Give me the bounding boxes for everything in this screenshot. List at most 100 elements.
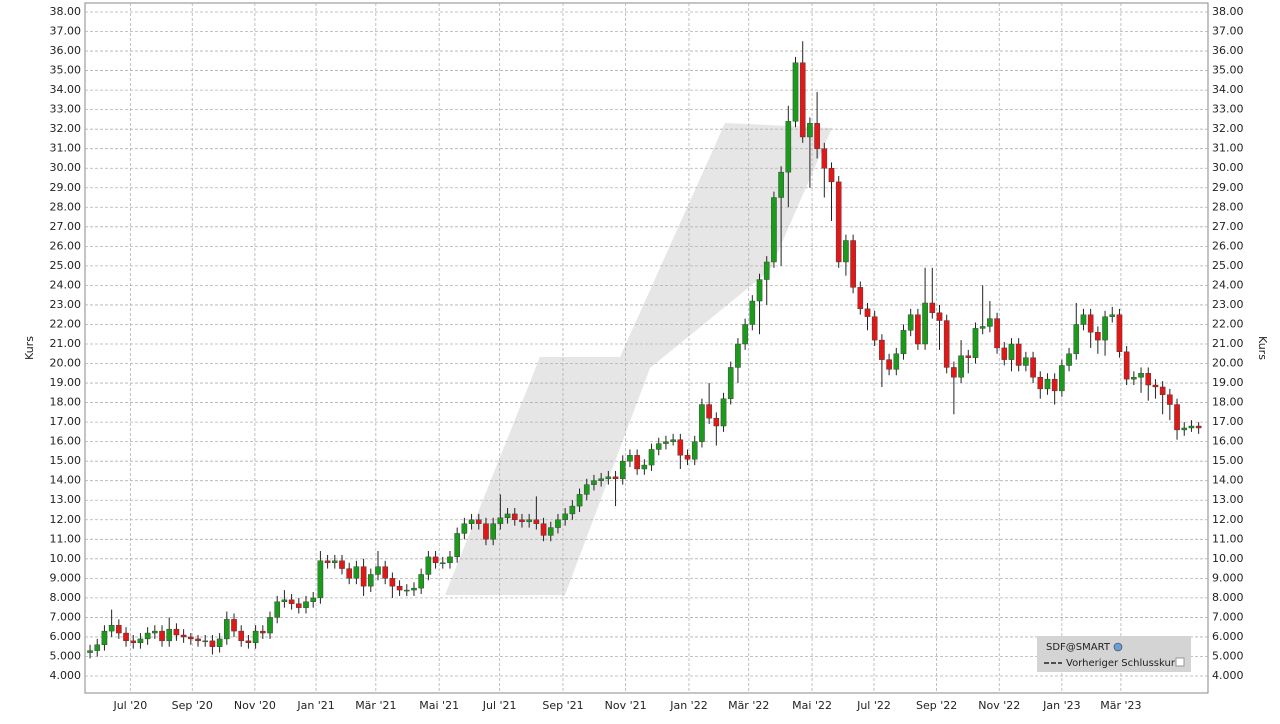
y2-tick-label: 16.00 bbox=[1212, 435, 1244, 448]
candle-body bbox=[900, 330, 907, 354]
candle-body bbox=[612, 476, 619, 479]
candle-body bbox=[987, 318, 993, 327]
candle-body bbox=[418, 574, 424, 589]
candle-body bbox=[281, 599, 288, 602]
candle-body bbox=[152, 630, 158, 634]
y-tick-label: 36.00 bbox=[50, 44, 82, 57]
candle-body bbox=[763, 261, 770, 280]
candle-body bbox=[670, 439, 676, 442]
y2-tick-label: 28.00 bbox=[1212, 200, 1244, 213]
candle-body bbox=[519, 519, 525, 522]
x-tick-label: Sep '22 bbox=[916, 699, 957, 712]
candle-body bbox=[1080, 314, 1087, 325]
y-tick-label: 37.00 bbox=[50, 25, 82, 38]
candle-body bbox=[137, 638, 144, 644]
candle-body bbox=[1008, 343, 1015, 360]
y2-tick-label: 29.00 bbox=[1212, 181, 1244, 194]
y2-tick-label: 12.00 bbox=[1212, 513, 1244, 526]
y2-tick-label: 9.000 bbox=[1212, 571, 1244, 584]
candle-body bbox=[360, 566, 367, 587]
candle-body bbox=[1116, 314, 1123, 353]
candle-body bbox=[569, 505, 576, 515]
candle-body bbox=[540, 523, 547, 536]
candle-body bbox=[173, 628, 180, 636]
legend-icon bbox=[1113, 642, 1123, 652]
candle-body bbox=[713, 418, 720, 427]
y-tick-label: 7.000 bbox=[50, 610, 82, 623]
legend-icon bbox=[1175, 657, 1185, 667]
candle-body bbox=[1087, 314, 1094, 333]
candle-body bbox=[1138, 373, 1144, 378]
y2-tick-label: 18.00 bbox=[1212, 396, 1244, 409]
candle-body bbox=[1123, 351, 1130, 380]
candle-body bbox=[821, 148, 828, 169]
candle-body bbox=[403, 589, 410, 592]
candle-body bbox=[735, 343, 741, 368]
candle-body bbox=[447, 556, 453, 563]
candle-body bbox=[475, 519, 482, 524]
candle-body bbox=[87, 650, 93, 653]
candle-body bbox=[1159, 386, 1166, 395]
candle-body bbox=[303, 601, 309, 608]
candle-body bbox=[382, 566, 388, 579]
y-tick-label: 10.00 bbox=[50, 552, 82, 565]
x-tick-label: Nov '20 bbox=[234, 699, 276, 712]
candle-body bbox=[627, 455, 633, 462]
y-tick-label: 25.00 bbox=[50, 259, 82, 272]
candle-body bbox=[497, 517, 504, 524]
x-tick-label: Nov '21 bbox=[605, 699, 647, 712]
y2-tick-label: 26.00 bbox=[1212, 239, 1244, 252]
candle-body bbox=[1152, 384, 1159, 388]
candle-body bbox=[1015, 343, 1022, 366]
candle-body bbox=[835, 181, 842, 263]
candle-body bbox=[439, 562, 446, 564]
candle-body bbox=[526, 519, 532, 522]
y2-tick-label: 7.000 bbox=[1212, 610, 1244, 623]
y-tick-label: 20.00 bbox=[50, 357, 82, 370]
x-tick-label: Sep '21 bbox=[542, 699, 583, 712]
y-tick-label: 18.00 bbox=[50, 396, 82, 409]
candle-body bbox=[828, 168, 835, 183]
y2-tick-label: 20.00 bbox=[1212, 357, 1244, 370]
candle-body bbox=[1102, 316, 1108, 341]
candle-body bbox=[1195, 425, 1202, 429]
candle-body bbox=[260, 630, 266, 634]
y-tick-label: 8.000 bbox=[50, 591, 82, 604]
y-tick-label: 13.00 bbox=[50, 493, 82, 506]
candle-body bbox=[879, 339, 885, 360]
candle-body bbox=[511, 513, 518, 520]
candle-body bbox=[339, 560, 345, 569]
candle-body bbox=[778, 171, 784, 198]
candle-body bbox=[547, 527, 554, 536]
candle-body bbox=[296, 603, 302, 608]
y-tick-label: 6.000 bbox=[50, 630, 82, 643]
y2-tick-label: 34.00 bbox=[1212, 83, 1244, 96]
candle-body bbox=[792, 62, 799, 122]
candle-body bbox=[972, 328, 979, 358]
candle-body bbox=[274, 601, 281, 618]
candle-body bbox=[310, 597, 316, 602]
candle-body bbox=[1188, 425, 1195, 429]
y-tick-label: 26.00 bbox=[50, 239, 82, 252]
x-tick-label: Jul '22 bbox=[856, 699, 891, 712]
candle-body bbox=[130, 640, 137, 644]
candle-body bbox=[116, 625, 122, 634]
candle-body bbox=[749, 300, 756, 325]
candle-body bbox=[1037, 376, 1044, 390]
candle-body bbox=[1095, 332, 1101, 341]
y-tick-label: 34.00 bbox=[50, 83, 82, 96]
y-tick-label: 28.00 bbox=[50, 200, 82, 213]
y2-tick-label: 27.00 bbox=[1212, 220, 1244, 233]
y-tick-label: 38.00 bbox=[50, 5, 82, 18]
y2-tick-label: 38.00 bbox=[1212, 5, 1244, 18]
candle-body bbox=[677, 439, 684, 456]
candle-body bbox=[375, 566, 381, 575]
y2-tick-label: 31.00 bbox=[1212, 142, 1244, 155]
candle-body bbox=[850, 240, 856, 288]
candles bbox=[87, 41, 1202, 659]
candle-body bbox=[490, 523, 496, 540]
y-tick-label: 29.00 bbox=[50, 181, 82, 194]
legend: SDF@SMART Vorheriger Schlusskurs bbox=[1037, 636, 1191, 672]
y-tick-label: 33.00 bbox=[50, 103, 82, 116]
